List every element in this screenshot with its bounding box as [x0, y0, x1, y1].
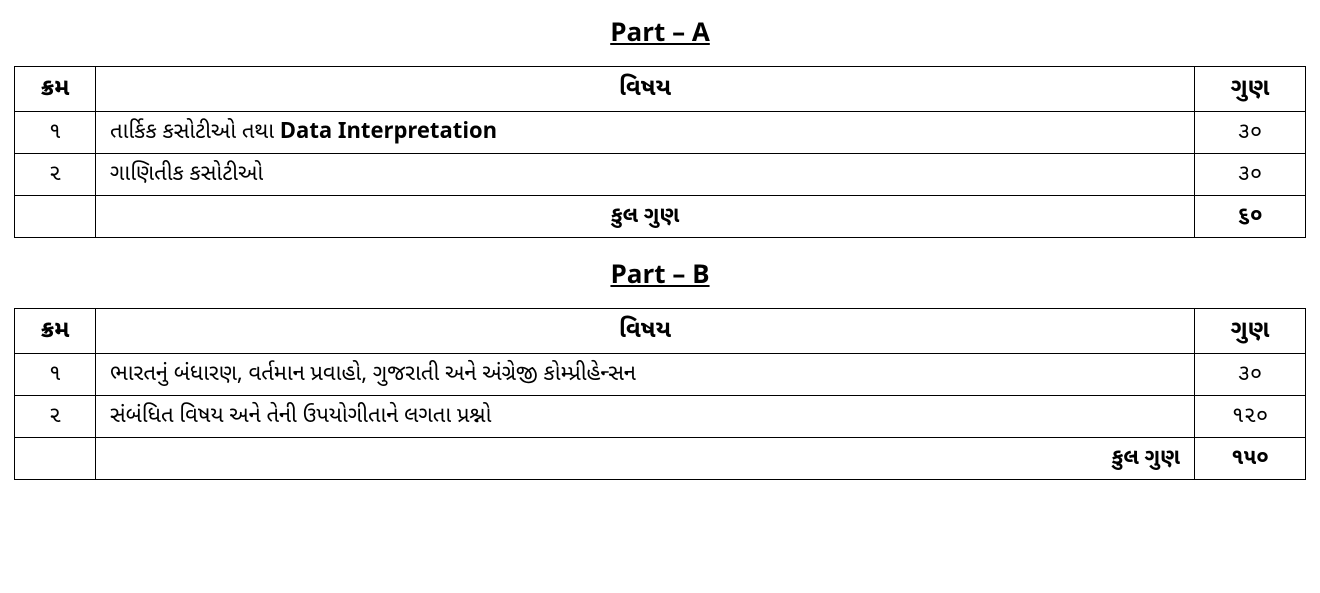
total-marks: ૧૫૦	[1195, 438, 1306, 480]
table-header-row: ક્રમ વિષય ગુણ	[15, 309, 1306, 354]
table-row: ૨ ગાણિતીક કસોટીઓ ૩૦	[15, 154, 1306, 196]
table-row: ૨ સંબંધિત વિષય અને તેની ઉપયોગીતાને લગતા …	[15, 396, 1306, 438]
part-b-title: Part – B	[14, 260, 1306, 294]
cell-empty	[15, 196, 96, 238]
cell-marks: ૩૦	[1195, 112, 1306, 154]
part-b-table: ક્રમ વિષય ગુણ ૧ ભારતનું બંધારણ, વર્તમાન …	[14, 308, 1306, 480]
cell-subject: સંબંધિત વિષય અને તેની ઉપયોગીતાને લગતા પ્…	[96, 396, 1195, 438]
table-row: ૧ તાર્કિક કસોટીઓ તથા Data Interpretation…	[15, 112, 1306, 154]
subject-bold: Data Interpretation	[280, 118, 497, 147]
header-subject: વિષય	[96, 309, 1195, 354]
header-num: ક્રમ	[15, 67, 96, 112]
header-marks: ગુણ	[1195, 309, 1306, 354]
total-row: કુલ ગુણ ૧૫૦	[15, 438, 1306, 480]
total-marks: ૬૦	[1195, 196, 1306, 238]
total-label: કુલ ગુણ	[96, 438, 1195, 480]
total-label: કુલ ગુણ	[96, 196, 1195, 238]
header-marks: ગુણ	[1195, 67, 1306, 112]
subject-text: ગાણિતીક કસોટીઓ	[110, 160, 263, 189]
total-row: કુલ ગુણ ૬૦	[15, 196, 1306, 238]
cell-subject: તાર્કિક કસોટીઓ તથા Data Interpretation	[96, 112, 1195, 154]
cell-subject: ભારતનું બંધારણ, વર્તમાન પ્રવાહો, ગુજરાતી…	[96, 354, 1195, 396]
subject-text: તાર્કિક કસોટીઓ તથા	[110, 118, 280, 147]
part-a-table: ક્રમ વિષય ગુણ ૧ તાર્કિક કસોટીઓ તથા Data …	[14, 66, 1306, 238]
cell-subject: ગાણિતીક કસોટીઓ	[96, 154, 1195, 196]
cell-num: ૧	[15, 354, 96, 396]
cell-marks: ૩૦	[1195, 154, 1306, 196]
header-subject: વિષય	[96, 67, 1195, 112]
cell-num: ૨	[15, 154, 96, 196]
cell-empty	[15, 438, 96, 480]
cell-marks: ૧૨૦	[1195, 396, 1306, 438]
table-header-row: ક્રમ વિષય ગુણ	[15, 67, 1306, 112]
cell-marks: ૩૦	[1195, 354, 1306, 396]
cell-num: ૧	[15, 112, 96, 154]
header-num: ક્રમ	[15, 309, 96, 354]
cell-num: ૨	[15, 396, 96, 438]
part-a-title: Part – A	[14, 18, 1306, 52]
table-row: ૧ ભારતનું બંધારણ, વર્તમાન પ્રવાહો, ગુજરા…	[15, 354, 1306, 396]
